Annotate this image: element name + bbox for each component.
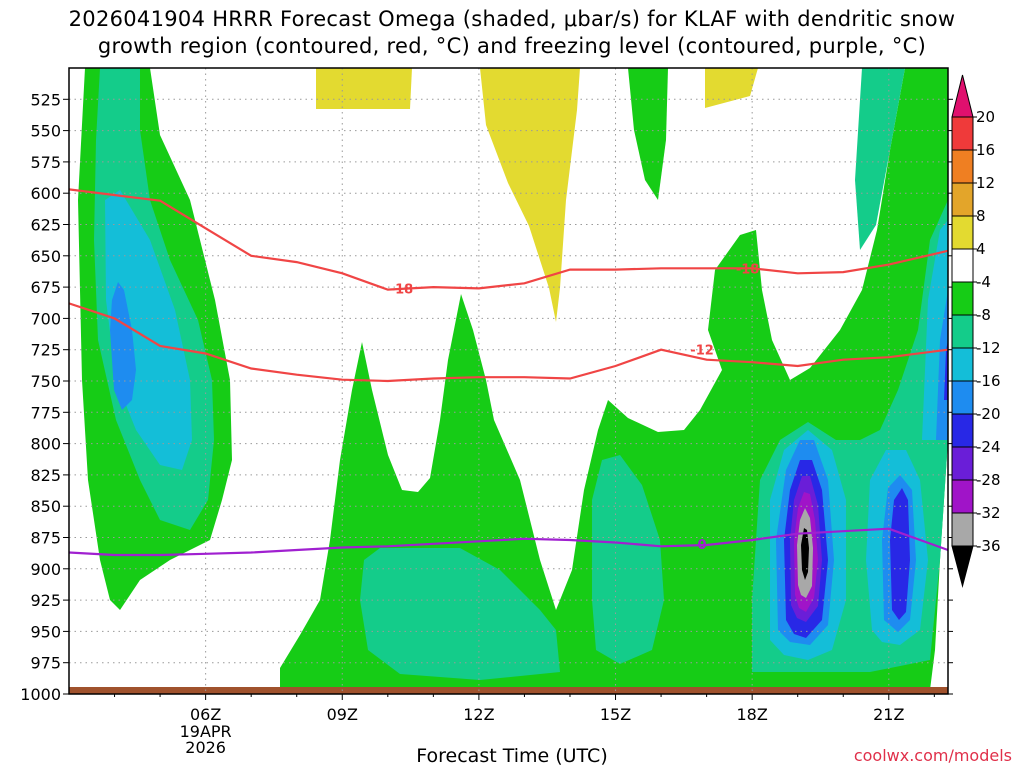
colorbar-label: 16 xyxy=(976,141,995,159)
colorbar-bin xyxy=(951,347,974,382)
x-axis-label: Forecast Time (UTC) xyxy=(416,745,608,767)
date-label: 2026 xyxy=(185,738,226,757)
contour-label: -18 xyxy=(736,262,760,277)
omega-region-teal xyxy=(360,548,560,680)
colorbar-label: -12 xyxy=(976,339,1001,357)
contour-dendritic-top xyxy=(69,188,948,291)
contour-label: 0 xyxy=(698,538,707,553)
colorbar-label: -24 xyxy=(976,438,1001,456)
colorbar-bin xyxy=(951,380,974,415)
y-tick-label: 600 xyxy=(30,184,61,203)
colorbar-label: 20 xyxy=(976,108,995,126)
y-tick-label: 650 xyxy=(30,247,61,266)
x-tick-label: 21Z xyxy=(873,705,904,724)
x-tick-label: 12Z xyxy=(463,705,494,724)
y-tick-label: 525 xyxy=(30,90,61,109)
x-tick-label: 18Z xyxy=(736,705,767,724)
colorbar-top-arrow xyxy=(951,74,974,118)
colorbar-label: 12 xyxy=(976,174,995,192)
colorbar-label: -28 xyxy=(976,471,1001,489)
y-tick-label: 1000 xyxy=(20,685,61,704)
colorbar-label: -8 xyxy=(976,306,991,324)
colorbar-label: -16 xyxy=(976,372,1001,390)
colorbar-label: -36 xyxy=(976,537,1001,555)
contour-freezing-level xyxy=(69,527,948,557)
y-tick-label: 725 xyxy=(30,341,61,360)
omega-region-green xyxy=(628,68,668,200)
colorbar-label: -4 xyxy=(976,273,991,291)
y-tick-label: 625 xyxy=(30,216,61,235)
credit-link[interactable]: coolwx.com/models xyxy=(853,746,1012,765)
date-label: 19APR xyxy=(180,722,232,741)
omega-shading xyxy=(78,68,948,690)
colorbar-bin xyxy=(951,512,974,547)
colorbar-bin xyxy=(951,215,974,250)
y-tick-label: 750 xyxy=(30,372,61,391)
omega-region-blue xyxy=(936,290,948,440)
y-tick-label: 575 xyxy=(30,153,61,172)
colorbar-bin xyxy=(951,413,974,448)
chart-title-line2: growth region (contoured, red, °C) and f… xyxy=(97,34,927,58)
y-tick-label: 800 xyxy=(30,435,61,454)
y-axis: 525 550 575 600 625 650 675 700 725 750 775 800 825 8… xyxy=(20,90,953,704)
colorbar-label: 8 xyxy=(976,207,986,225)
colorbar-bin xyxy=(951,281,974,316)
colorbar: 20 16 12 8 4 -4 -8 -12 -16 -20 -24 -28 -32 -36 xyxy=(951,74,1001,588)
colorbar-bin xyxy=(951,446,974,481)
colorbar-bin xyxy=(951,149,974,184)
colorbar-bin xyxy=(951,182,974,217)
grid xyxy=(69,68,948,694)
y-tick-label: 850 xyxy=(30,497,61,516)
x-tick-label: 06Z xyxy=(190,705,221,724)
x-tick-label: 15Z xyxy=(600,705,631,724)
x-tick-label: 09Z xyxy=(327,705,358,724)
colorbar-label: -32 xyxy=(976,504,1001,522)
contour-lines: -18 -18 -12 0 xyxy=(69,188,948,557)
colorbar-bin xyxy=(951,116,974,151)
omega-region-teal xyxy=(592,455,664,664)
omega-region-darkblue xyxy=(890,488,910,620)
colorbar-bin xyxy=(951,479,974,514)
colorbar-label: 4 xyxy=(976,240,986,258)
y-tick-label: 925 xyxy=(30,591,61,610)
y-tick-label: 825 xyxy=(30,466,61,485)
colorbar-label: -20 xyxy=(976,405,1001,423)
omega-region-black xyxy=(801,528,809,580)
contour-label: -18 xyxy=(390,282,414,297)
y-tick-label: 900 xyxy=(30,560,61,579)
y-tick-label: 875 xyxy=(30,529,61,548)
omega-region-teal xyxy=(855,68,905,250)
colorbar-bin xyxy=(951,314,974,349)
contour-label: -12 xyxy=(690,344,714,359)
colorbar-bin xyxy=(951,248,974,283)
y-tick-label: 950 xyxy=(30,622,61,641)
y-tick-label: 975 xyxy=(30,654,61,673)
y-tick-label: 550 xyxy=(30,122,61,141)
contour-dendritic-bottom xyxy=(69,302,948,383)
colorbar-bottom-arrow xyxy=(951,545,974,588)
y-tick-label: 775 xyxy=(30,403,61,422)
chart-title-line1: 2026041904 HRRR Forecast Omega (shaded, … xyxy=(68,7,956,31)
y-tick-label: 675 xyxy=(30,278,61,297)
omega-region-yellow xyxy=(705,68,758,108)
ground-strip xyxy=(69,687,948,694)
omega-region-blue xyxy=(110,282,136,410)
omega-region-darkblue xyxy=(944,340,948,400)
omega-region-yellow xyxy=(316,68,412,109)
y-tick-label: 700 xyxy=(30,309,61,328)
omega-region-yellow xyxy=(480,68,580,322)
chart-title: 2026041904 HRRR Forecast Omega (shaded, … xyxy=(0,6,1024,60)
